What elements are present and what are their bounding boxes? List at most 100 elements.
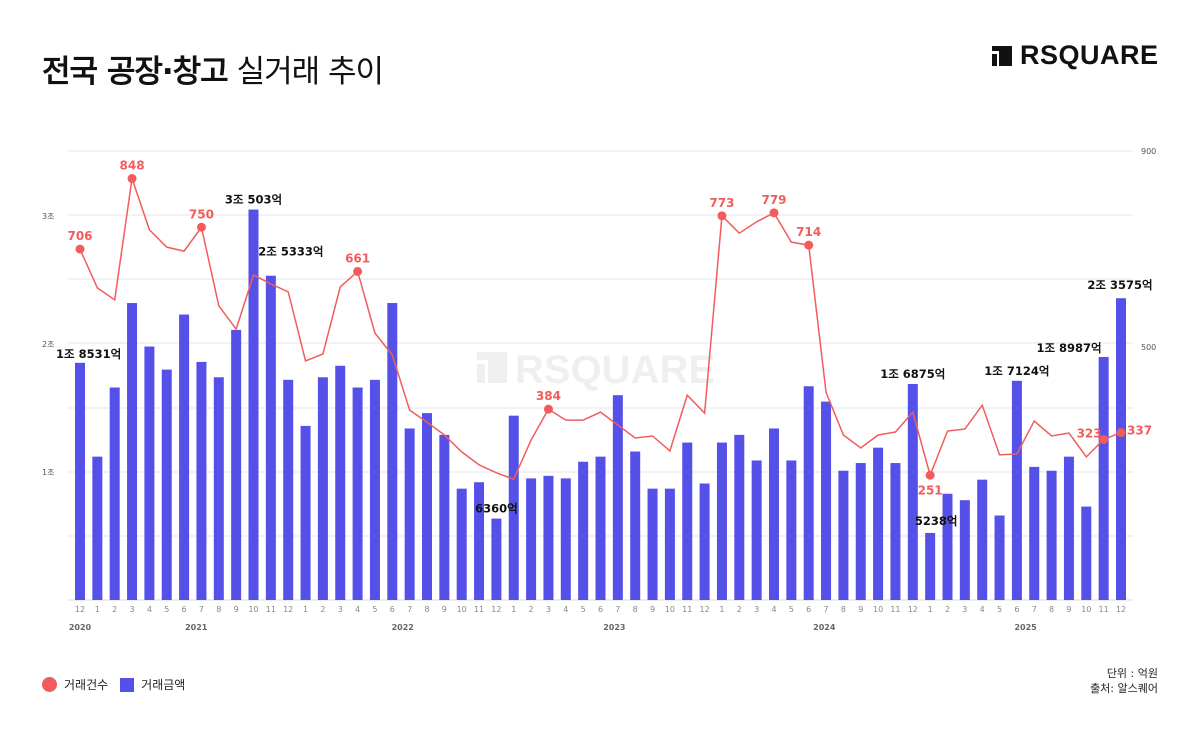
month-label: 11 [890,605,900,614]
month-label: 3 [962,605,967,614]
bar [422,413,432,600]
bar [144,346,155,600]
bar [1081,506,1092,600]
bar [1011,380,1022,600]
month-label: 1 [928,605,933,614]
bar [664,488,675,600]
line-value-label: 384 [536,389,561,403]
bar [161,369,172,600]
line-value-label: 848 [120,159,145,173]
month-label: 6 [598,605,603,614]
chart-title: 전국 공장·창고 실거래 추이 [42,46,384,91]
month-label: 9 [1066,605,1071,614]
bar [647,488,658,600]
month-label: 12 [283,605,293,614]
bar [75,362,85,600]
month-label: 12 [908,605,918,614]
svg-text:RSQUARE: RSQUARE [515,348,715,392]
bar [855,463,866,600]
line-value-label: 323 [1077,426,1102,440]
month-label: 1 [95,605,100,614]
month-label: 3 [130,605,135,614]
bar [682,442,693,600]
month-label: 6 [390,605,395,614]
month-label: 7 [824,605,829,614]
month-label: 4 [563,605,568,614]
bar-value-label: 1조 6875억 [880,367,945,381]
bar [456,488,467,600]
month-label: 11 [682,605,692,614]
line-value-label: 773 [709,196,734,210]
year-label: 2023 [603,623,625,632]
month-label: 10 [665,605,675,614]
month-label: 2 [529,605,534,614]
month-label: 3 [338,605,343,614]
month-label: 9 [858,605,863,614]
month-label: 5 [372,605,377,614]
bar [127,303,138,600]
right-axis-tick: 500 [1141,343,1156,352]
bar [699,483,710,600]
unit-note: 단위 : 억원 [1106,667,1158,680]
month-label: 7 [199,605,204,614]
bar [317,377,328,600]
bar [1116,298,1126,600]
month-label: 10 [457,605,467,614]
bar [404,428,415,600]
count-line [79,178,1122,481]
month-label: 5 [164,605,169,614]
bar [821,401,832,600]
bar [734,434,745,600]
month-label: 12 [491,605,501,614]
month-label: 12 [75,605,85,614]
bar [716,442,727,600]
bar [890,463,901,600]
bar [630,451,641,600]
bar [994,515,1005,600]
bar [543,475,554,600]
left-axis-tick: 2조 [42,340,54,349]
bar [907,384,918,600]
bar-value-label: 5238억 [915,514,958,528]
bar-value-label: 2조 3575억 [1087,278,1152,292]
source-note: 출처: 알스퀘어 [1090,682,1158,695]
month-label: 2 [320,605,325,614]
bar [439,434,450,600]
bar [769,428,779,600]
month-label: 4 [980,605,985,614]
legend-item-amount: 거래금액 [120,676,185,693]
bar [283,379,294,600]
year-label: 2022 [392,623,414,632]
bar [1063,456,1074,600]
bar [231,329,242,600]
bar [526,478,537,600]
bar-value-label: 3조 503억 [225,193,282,207]
bar [786,460,797,600]
bar [387,303,398,600]
month-label: 9 [650,605,655,614]
bar [838,470,849,600]
month-label: 12 [1116,605,1126,614]
bar-value-label: 1조 7124억 [984,364,1049,378]
bar-value-label: 6360억 [475,502,518,516]
right-axis-tick: 900 [1141,147,1156,156]
watermark: RSQUARE [477,348,715,392]
month-label: 4 [771,605,776,614]
month-label: 7 [615,605,620,614]
logo-text: RSQUARE [1020,40,1159,70]
month-label: 6 [806,605,811,614]
bar [942,493,953,600]
bar [560,478,571,600]
bar [578,461,589,600]
month-label: 10 [873,605,883,614]
month-label: 7 [1032,605,1037,614]
bar-value-label: 1조 8531억 [56,347,121,361]
bar [925,532,936,600]
line-marker [769,208,779,218]
month-label: 4 [147,605,152,614]
title-bold: 전국 공장·창고 [42,54,229,90]
left-axis-tick: 1조 [42,468,54,477]
month-label: 3 [754,605,759,614]
line-value-label: 779 [761,193,786,207]
bar [109,387,120,600]
